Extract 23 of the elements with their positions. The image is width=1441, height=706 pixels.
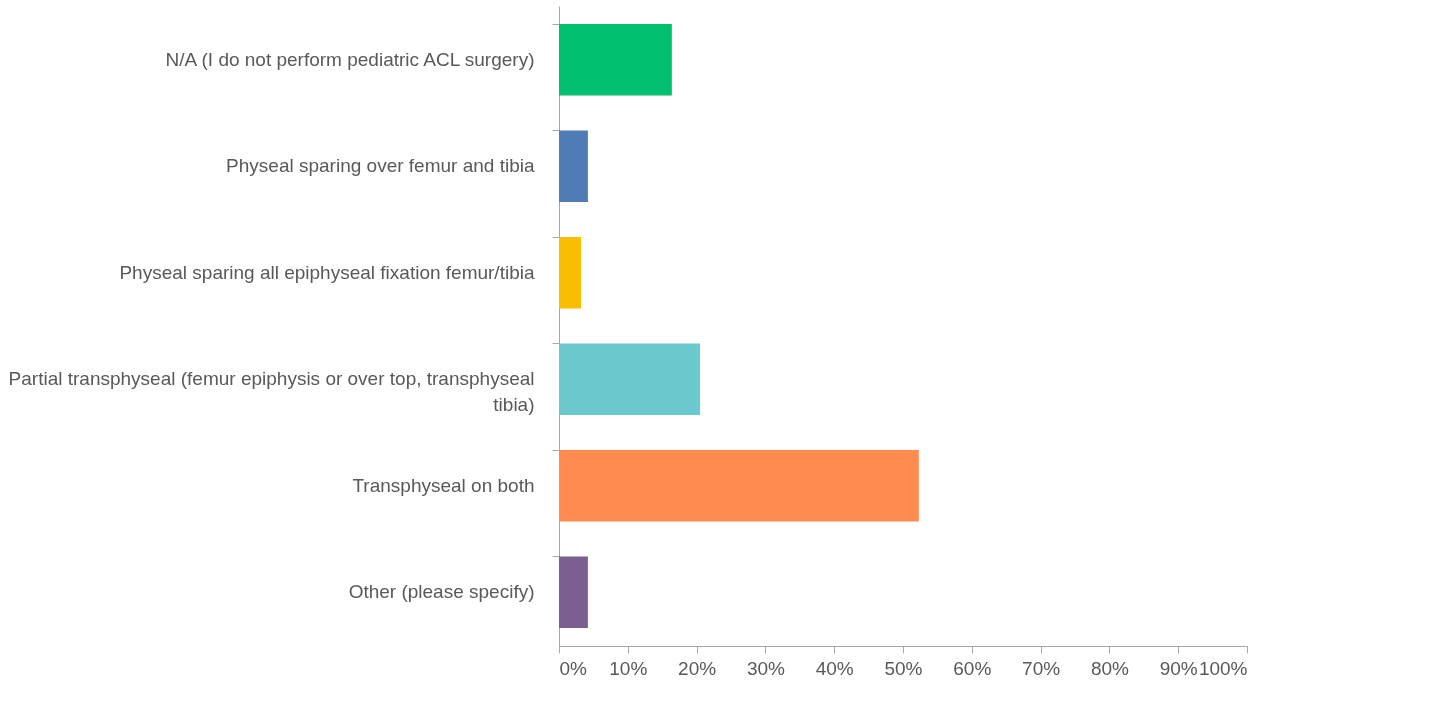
x-tick-label: 70% <box>1022 657 1061 679</box>
y-tick-label: Physeal sparing over femur and tibia <box>226 155 535 177</box>
x-tick-label: 40% <box>815 657 854 679</box>
bar <box>559 237 582 309</box>
x-tick-label: 10% <box>609 657 648 679</box>
bar <box>559 556 588 628</box>
x-tick-label: 0% <box>559 657 588 679</box>
x-tick-label: 60% <box>953 657 992 679</box>
y-tick-label: Transphyseal on both <box>352 474 535 496</box>
y-tick-label: Partial transphyseal (femur epiphysis or over top, transphyseal tibia) <box>8 368 535 416</box>
x-tick-label: 90% <box>1159 657 1198 679</box>
x-tick-label: 80% <box>1090 657 1130 679</box>
x-tick-label: 100% <box>1198 657 1248 679</box>
y-tick-label: N/A (I do not perform pediatric ACL surgery) <box>165 48 535 70</box>
bar <box>559 450 919 522</box>
bar <box>559 24 672 96</box>
y-tick-label: Other (please specify) <box>348 581 535 603</box>
y-tick-label: Physeal sparing all epiphyseal fixation femur/tibia <box>119 261 535 283</box>
x-tick-label: 30% <box>746 657 786 679</box>
bar <box>559 343 701 415</box>
x-tick-label: 20% <box>678 657 717 679</box>
x-tick-label: 50% <box>884 657 923 679</box>
bar <box>559 130 588 202</box>
